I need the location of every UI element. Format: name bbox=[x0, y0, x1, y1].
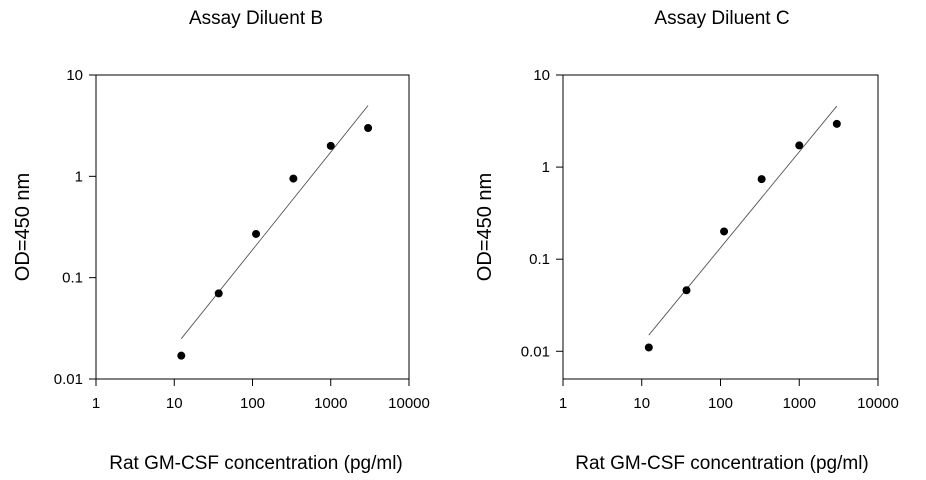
y-axis-label: OD=450 nm bbox=[12, 173, 34, 281]
x-tick-label: 100 bbox=[240, 395, 265, 412]
data-point bbox=[364, 123, 373, 132]
plot-frame bbox=[95, 74, 410, 380]
chart-assay-diluent-c: Assay Diluent C Rat GM-CSF concentration… bbox=[474, 8, 899, 474]
fit-line bbox=[648, 105, 838, 336]
data-point bbox=[214, 289, 223, 298]
y-tick-label: 10 bbox=[533, 67, 550, 84]
x-tick-label: 1000 bbox=[314, 395, 347, 412]
x-tick-label: 10 bbox=[166, 395, 183, 412]
data-point bbox=[795, 141, 804, 150]
y-tick-label: 0.1 bbox=[62, 270, 83, 287]
y-tick-label: 0.1 bbox=[529, 251, 550, 268]
y-tick-label: 0.01 bbox=[54, 371, 83, 388]
chart-title: Assay Diluent B bbox=[189, 8, 323, 29]
x-axis-label: Rat GM-CSF concentration (pg/ml) bbox=[109, 453, 403, 474]
y-tick-label: 10 bbox=[66, 67, 83, 84]
y-axis-label: OD=450 nm bbox=[474, 173, 496, 281]
x-tick-label: 1000 bbox=[783, 395, 816, 412]
plot-frame bbox=[562, 74, 879, 380]
y-tick-label: 0.01 bbox=[521, 343, 550, 360]
x-tick-label: 1 bbox=[92, 395, 100, 412]
data-point bbox=[682, 286, 691, 295]
y-tick-label: 1 bbox=[75, 168, 83, 185]
data-point bbox=[644, 343, 653, 352]
data-marks bbox=[644, 105, 841, 352]
data-point bbox=[289, 174, 298, 183]
x-tick-label: 10000 bbox=[388, 395, 430, 412]
x-tick-label: 100 bbox=[708, 395, 733, 412]
axis-ticks: 1 10 100 1000 10000 0.01 0.1 1 10 bbox=[521, 67, 899, 412]
x-tick-label: 10 bbox=[633, 395, 650, 412]
x-tick-label: 1 bbox=[559, 395, 567, 412]
data-point bbox=[757, 175, 766, 184]
data-point bbox=[832, 119, 841, 128]
data-point bbox=[252, 229, 261, 238]
data-marks bbox=[177, 105, 373, 360]
data-point bbox=[720, 227, 729, 236]
data-point bbox=[177, 351, 186, 360]
x-tick-label: 10000 bbox=[857, 395, 899, 412]
data-point bbox=[326, 141, 335, 150]
chart-title: Assay Diluent C bbox=[654, 8, 789, 29]
chart-assay-diluent-b: Assay Diluent B Rat GM-CSF concentration… bbox=[12, 8, 430, 474]
axis-ticks: 1 10 100 1000 10000 0.01 0.1 1 10 bbox=[54, 67, 430, 412]
fit-line bbox=[180, 105, 369, 339]
y-tick-label: 1 bbox=[542, 159, 550, 176]
x-axis-label: Rat GM-CSF concentration (pg/ml) bbox=[575, 453, 869, 474]
